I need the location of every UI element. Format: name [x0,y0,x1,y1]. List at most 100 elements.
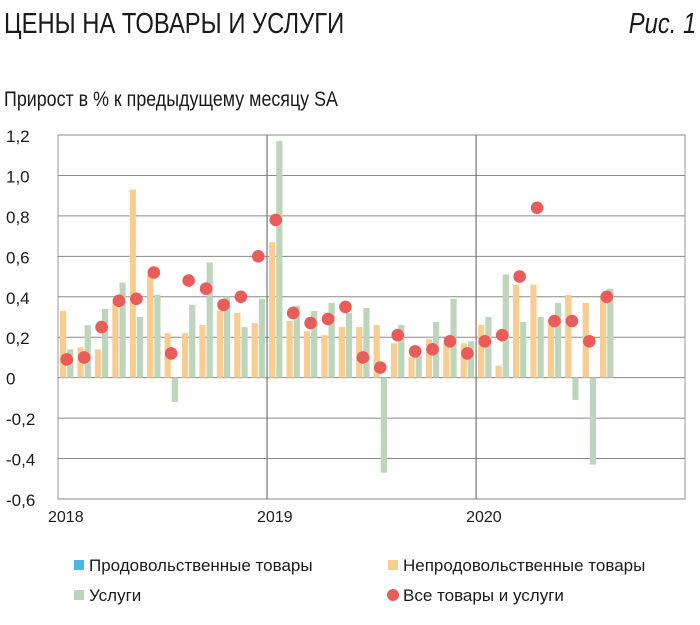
bar-nonfood [269,242,276,378]
bar-services [223,296,231,378]
bar-services [345,312,353,378]
y-tick-label: 0 [6,370,15,389]
dot-all-goods-services [199,282,213,295]
dot-all-goods-services [164,347,178,360]
bar-services [136,317,144,378]
y-tick-label: -0,4 [6,451,35,470]
y-tick-label: 0,4 [6,289,30,308]
chart-subtitle: Прирост в % к предыдущему месяцу SA [4,88,338,111]
dot-all-goods-services [147,266,161,279]
bar-nonfood [547,321,554,378]
dot-all-goods-services [234,290,248,304]
dot-all-goods-services [95,320,108,334]
y-tick-label: 1,2 [6,127,30,146]
bar-nonfood [234,312,241,378]
bar-services [189,304,196,378]
bar-nonfood [512,284,520,378]
dot-all-goods-services [182,274,195,287]
dot-all-goods-services [217,298,230,312]
bar-nonfood [303,331,311,378]
x-tick-label: 2020 [466,509,502,526]
bar-nonfood [478,325,485,378]
dot-all-goods-services [77,351,91,364]
dot-all-goods-services [130,292,143,306]
y-tick-label: 0,6 [6,248,30,267]
y-tick-label: -0,2 [6,410,35,429]
bar-nonfood [147,274,154,378]
bar-services [485,317,492,378]
bar-services [502,274,509,378]
dot-all-goods-services [391,328,404,342]
dot-all-goods-services [356,351,370,364]
bar-nonfood [286,321,293,378]
bar-nonfood [600,296,607,378]
bar-nonfood [112,300,119,378]
bar-nonfood [408,357,415,378]
bar-services [572,377,579,400]
y-tick-label: 0,8 [6,208,30,227]
y-tick-label: 1,0 [6,167,30,186]
bar-services [84,325,91,378]
dot-all-goods-services [461,347,474,360]
bar-services [119,282,126,378]
bar-services [241,327,248,378]
chart-title: ЦЕНЫ НА ТОВАРЫ И УСЛУГИ [4,8,345,40]
bar-services [311,310,318,378]
dot-all-goods-services [112,294,126,308]
bar-services [467,341,475,378]
y-tick-label: 0,2 [6,329,30,348]
dot-all-goods-services [252,250,265,263]
dot-all-goods-services [321,312,335,326]
bar-nonfood [373,325,380,378]
bar-services [276,141,283,378]
bar-nonfood [530,284,537,378]
legend-swatch [388,560,398,570]
bar-services [398,325,405,378]
bar-nonfood [321,335,328,378]
dot-all-goods-services [548,314,561,328]
bar-services [415,355,422,378]
bar-nonfood [181,333,189,378]
bar-services [258,298,266,378]
bar-nonfood [443,343,450,378]
bar-nonfood [390,343,398,378]
bar-nonfood [251,323,258,378]
dot-all-goods-services [443,334,457,348]
bar-services [520,322,527,378]
bar-nonfood [425,339,433,378]
bar-services [154,294,161,378]
bar-services [380,377,387,473]
bar-services [554,302,562,378]
bar-nonfood [565,294,572,378]
bar-nonfood [495,365,502,378]
bar-nonfood [199,325,206,378]
dot-all-goods-services [408,345,422,358]
bar-services [293,305,300,378]
bar-services [589,377,597,465]
y-tick-label: -0,6 [6,491,35,510]
legend-label: Все товары и услуги [403,586,564,605]
bar-services [206,262,213,378]
dot-all-goods-services [600,290,614,304]
legend-swatch [74,590,84,600]
bar-services [171,377,178,402]
bar-nonfood [60,310,67,378]
x-tick-label: 2019 [257,509,293,526]
bar-services [102,308,109,378]
dot-all-goods-services [339,300,352,314]
dot-all-goods-services [495,328,509,342]
bar-nonfood [94,349,102,378]
legend-label: Продовольственные товары [89,556,313,575]
x-tick-label: 2018 [48,509,84,526]
bar-nonfood [460,343,467,378]
dot-all-goods-services [583,334,596,348]
dot-all-goods-services [530,201,544,215]
dot-all-goods-services [513,270,526,283]
bar-services [328,302,335,378]
bar-services [537,317,544,378]
bar-services [363,307,370,378]
dot-all-goods-services [60,353,74,366]
legend-swatch [387,589,399,601]
dot-all-goods-services [426,343,439,356]
